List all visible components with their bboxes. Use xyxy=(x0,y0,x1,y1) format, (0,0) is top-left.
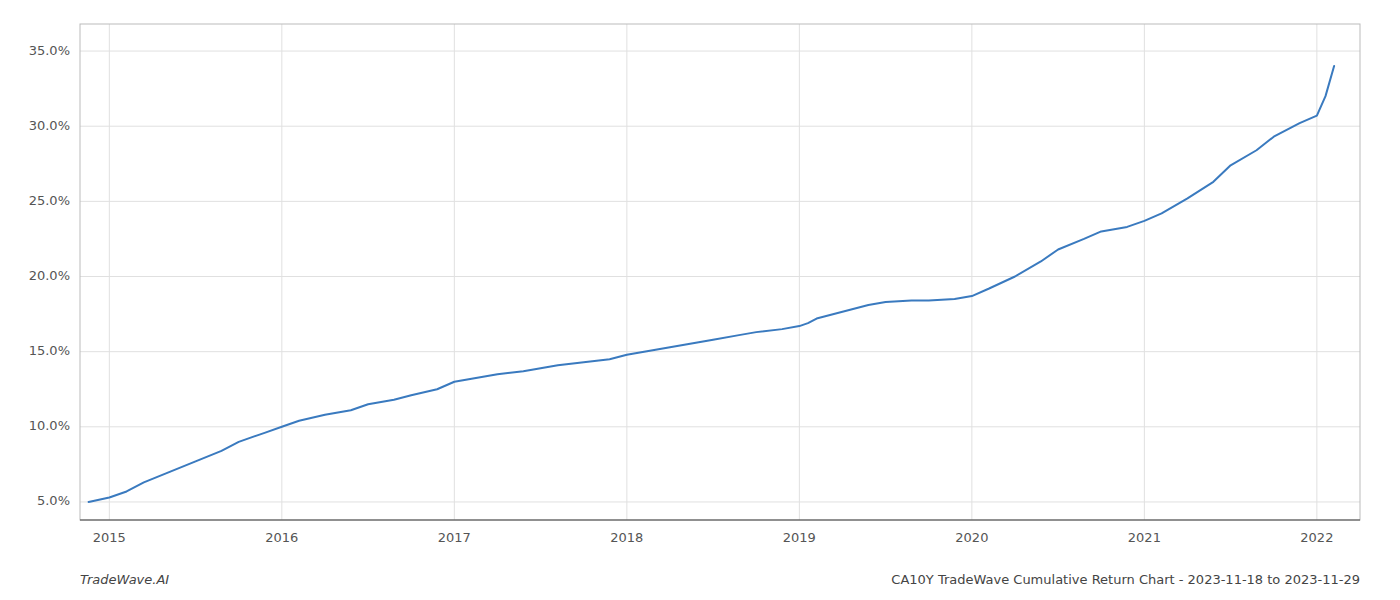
y-grid-line xyxy=(80,201,1360,202)
x-grid-line xyxy=(109,24,110,520)
x-tick-label: 2015 xyxy=(93,530,126,545)
x-axis-line xyxy=(80,519,1360,520)
x-tick-label: 2017 xyxy=(438,530,471,545)
plot-area xyxy=(89,66,1334,502)
x-tick-label: 2018 xyxy=(610,530,643,545)
x-grid-line xyxy=(1144,24,1145,520)
y-tick-label: 35.0% xyxy=(29,43,70,58)
x-grid-line xyxy=(971,24,972,520)
y-tick-label: 5.0% xyxy=(37,493,70,508)
chart-container: 5.0% 10.0% 15.0% 20.0% 25.0% 30.0% 35.0% 2015 20… xyxy=(0,0,1400,600)
y-grid-line xyxy=(80,126,1360,127)
y-tick-label: 25.0% xyxy=(29,193,70,208)
y-tick-label: 30.0% xyxy=(29,118,70,133)
footer-left: TradeWave.AI xyxy=(80,572,169,587)
y-grid-line xyxy=(80,51,1360,52)
line-series xyxy=(89,66,1334,502)
y-grid-line xyxy=(80,351,1360,352)
y-tick-label: 15.0% xyxy=(29,343,70,358)
y-grid-line xyxy=(80,276,1360,277)
grid xyxy=(80,24,1360,520)
x-tick-label: 2019 xyxy=(783,530,816,545)
x-grid-line xyxy=(281,24,282,520)
x-tick-label: 2022 xyxy=(1300,530,1333,545)
x-grid-line xyxy=(626,24,627,520)
axes: 5.0% 10.0% 15.0% 20.0% 25.0% 30.0% 35.0% 2015 20… xyxy=(29,24,1360,545)
y-tick-label: 20.0% xyxy=(29,268,70,283)
x-tick-label: 2021 xyxy=(1128,530,1161,545)
chart-svg: 5.0% 10.0% 15.0% 20.0% 25.0% 30.0% 35.0% 2015 20… xyxy=(0,0,1400,600)
x-tick-label: 2016 xyxy=(265,530,298,545)
footer-right: CA10Y TradeWave Cumulative Return Chart … xyxy=(891,572,1360,587)
x-tick-label: 2020 xyxy=(955,530,988,545)
y-grid-line xyxy=(80,501,1360,502)
x-grid-line xyxy=(1316,24,1317,520)
x-grid-line xyxy=(454,24,455,520)
plot-frame xyxy=(80,24,1360,520)
y-tick-label: 10.0% xyxy=(29,418,70,433)
x-grid-line xyxy=(799,24,800,520)
y-grid-line xyxy=(80,426,1360,427)
